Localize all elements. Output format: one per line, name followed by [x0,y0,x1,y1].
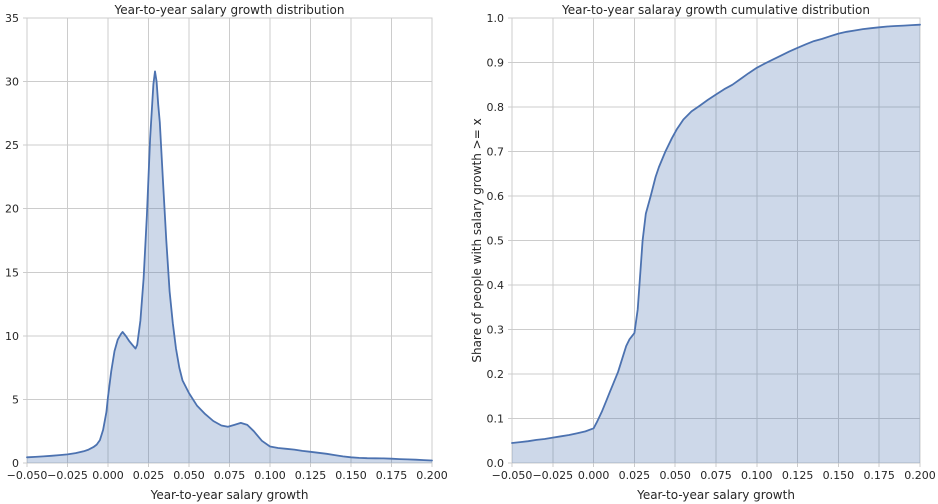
grid-layer [508,17,921,467]
x-tick-label: 0.000 [92,469,124,482]
tick-labels: −0.050 −0.025 0.000 0.025 0.050 0.075 0.100 0.1… [487,12,936,482]
x-tick-label: 0.200 [416,469,448,482]
x-tick-label: 0.050 [173,469,205,482]
x-tick-label: 0.150 [823,469,855,482]
x-tick-label: 0.075 [214,469,246,482]
y-tick-label: 10 [5,330,19,343]
series-line [511,23,921,444]
chart-title: Year-to-year salary growth distribution [113,3,344,17]
tick-labels: −0.050 −0.025 0.000 0.025 0.050 0.075 0.100 0.1… [5,12,448,482]
y-tick-label: 35 [5,12,19,25]
y-tick-label: 0.2 [487,368,505,381]
y-tick-label: 0.0 [487,457,505,470]
x-tick-label: −0.050 [7,469,48,482]
x-tick-label: 0.125 [782,469,814,482]
x-tick-label: 0.100 [254,469,286,482]
y-tick-label: 0.1 [487,413,505,426]
cumulative-chart: −0.050 −0.025 0.000 0.025 0.050 0.075 0.100 0.1… [469,0,938,504]
y-tick-label: 0 [12,457,19,470]
cumulative-plot-canvas: −0.050 −0.025 0.000 0.025 0.050 0.075 0.100 0.1… [470,3,936,502]
y-tick-label: 0.4 [487,279,505,292]
x-tick-label: 0.175 [863,469,895,482]
y-tick-label: 0.8 [487,101,505,114]
plot-border [26,17,433,464]
x-tick-label: 0.150 [335,469,367,482]
series-layer [26,70,433,464]
x-tick-label: −0.025 [532,469,573,482]
y-tick-label: 25 [5,139,19,152]
x-tick-label: −0.025 [47,469,88,482]
y-tick-label: 0.5 [487,235,505,248]
y-axis-label: Share of people with salary growth >= x [470,118,484,362]
y-tick-label: 15 [5,266,19,279]
y-tick-label: 0.7 [487,146,505,159]
x-tick-label: 0.175 [376,469,408,482]
y-tick-label: 0.9 [487,57,505,70]
x-tick-label: 0.025 [133,469,165,482]
x-tick-label: 0.025 [619,469,651,482]
series-area [512,24,920,463]
chart-title: Year-to-year salaray growth cumulative d… [561,3,870,17]
x-tick-label: −0.050 [492,469,533,482]
grid-layer [23,17,433,467]
y-tick-label: 5 [12,393,19,406]
x-axis-label: Year-to-year salary growth [636,488,795,502]
x-tick-label: 0.125 [295,469,327,482]
density-plot-canvas: −0.050 −0.025 0.000 0.025 0.050 0.075 0.100 0.1… [5,3,448,502]
x-tick-label: 0.075 [700,469,732,482]
series-layer [511,23,921,463]
y-tick-label: 30 [5,76,19,89]
plot-border [511,17,921,464]
series-line [26,70,433,462]
series-area [27,71,432,464]
density-chart: −0.050 −0.025 0.000 0.025 0.050 0.075 0.100 0.1… [5,3,448,502]
x-axis-label: Year-to-year salary growth [150,488,309,502]
y-tick-label: 0.6 [487,190,505,203]
x-tick-label: 0.100 [741,469,773,482]
y-tick-label: 20 [5,203,19,216]
y-tick-label: 0.3 [487,324,505,337]
x-tick-label: 0.000 [578,469,610,482]
x-tick-label: 0.200 [904,469,936,482]
x-tick-label: 0.050 [659,469,691,482]
y-tick-label: 1.0 [487,12,505,25]
